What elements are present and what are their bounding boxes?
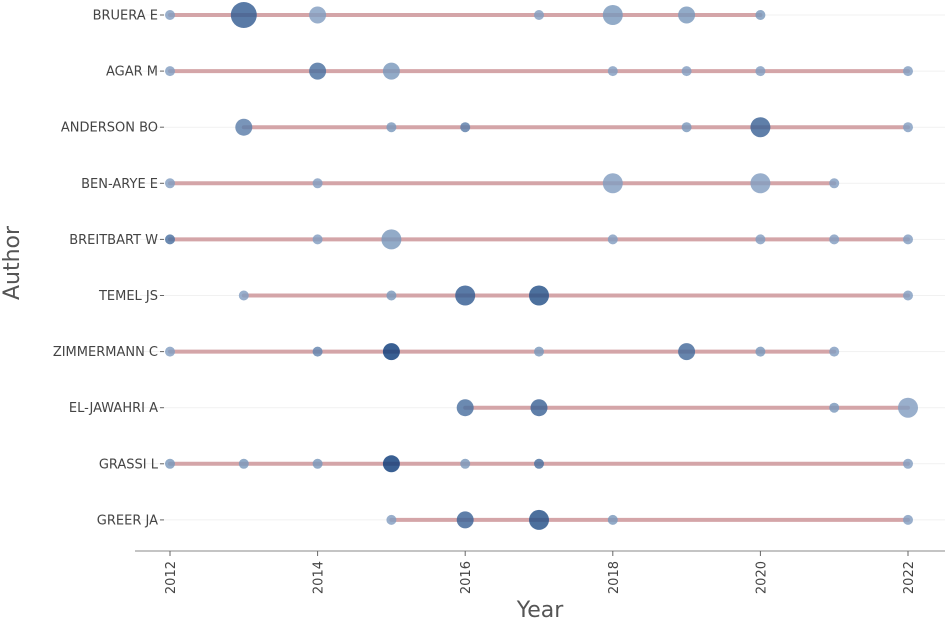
publication-point: [678, 343, 696, 361]
publication-point: [165, 10, 175, 20]
publication-point: [534, 346, 544, 357]
publication-point: [602, 5, 623, 25]
publication-point: [903, 458, 913, 469]
publication-point: [309, 6, 327, 24]
y-tick-label: BRUERA E: [93, 9, 158, 24]
publication-point: [455, 285, 476, 306]
publication-point: [312, 458, 323, 469]
publication-point: [165, 458, 175, 469]
publication-point: [460, 458, 471, 469]
publication-points: [165, 2, 918, 530]
y-tick-label: BEN-ARYE E: [81, 177, 158, 192]
publication-point: [755, 234, 766, 245]
y-axis: BRUERA E AGAR M ANDERSON BO BEN-ARYE E BREIT…: [53, 9, 164, 528]
publication-point: [750, 117, 771, 138]
publication-point: [386, 290, 397, 301]
publication-point: [386, 122, 397, 133]
publication-point: [238, 458, 249, 469]
publication-point: [903, 66, 913, 77]
y-tick-label: AGAR M: [106, 65, 158, 80]
publication-point: [382, 62, 400, 80]
publication-point: [829, 346, 840, 357]
publication-point: [386, 514, 397, 525]
publication-point: [381, 229, 402, 250]
publication-point: [165, 346, 175, 357]
x-axis-title: Year: [516, 598, 565, 623]
publication-point: [460, 122, 471, 133]
publication-point: [829, 234, 840, 245]
publication-point: [755, 346, 766, 357]
publication-point: [829, 178, 840, 189]
publication-point: [530, 399, 548, 417]
publication-point: [165, 178, 175, 189]
x-tick-label: 2016: [459, 561, 474, 594]
y-tick-label: TEMEL JS: [98, 289, 158, 304]
x-tick-label: 2012: [164, 561, 179, 594]
publication-point: [602, 173, 623, 194]
author-range-lines: [168, 13, 910, 522]
publication-point: [235, 118, 253, 136]
gridlines: [140, 14, 945, 521]
x-tick-label: 2020: [754, 561, 769, 594]
publication-point: [456, 511, 474, 529]
y-axis-title: Author: [0, 225, 25, 300]
publication-point: [903, 290, 913, 301]
publication-point: [456, 399, 474, 417]
publication-point: [607, 234, 618, 245]
publication-point: [829, 402, 840, 413]
y-tick-label: ZIMMERMANN C: [53, 345, 158, 360]
publication-point: [534, 10, 544, 20]
publication-point: [903, 514, 913, 525]
publication-point: [750, 173, 771, 194]
publication-point: [312, 178, 323, 189]
publication-point: [607, 66, 618, 77]
publication-point: [382, 455, 400, 473]
publication-point: [230, 2, 257, 28]
publication-point: [312, 346, 323, 357]
publication-point: [681, 122, 692, 133]
publication-point: [534, 458, 544, 469]
publication-point: [898, 397, 918, 418]
publication-point: [165, 234, 175, 245]
publication-point: [755, 66, 766, 77]
x-axis: 2012 2014 2016 2018 2020 2022: [135, 550, 945, 594]
y-tick-label: EL-JAWAHRI A: [69, 401, 158, 416]
publication-point: [238, 290, 249, 301]
publication-point: [903, 122, 913, 133]
publication-point: [382, 343, 400, 361]
y-tick-label: GRASSI L: [99, 457, 159, 472]
x-tick-label: 2022: [902, 561, 917, 594]
publication-point: [165, 66, 175, 77]
x-tick-label: 2018: [607, 561, 622, 594]
publication-point: [529, 285, 549, 306]
y-tick-label: GREER JA: [97, 513, 158, 528]
publication-point: [903, 234, 913, 245]
publication-point: [309, 62, 327, 80]
y-tick-label: BREITBART W: [69, 233, 158, 248]
publication-point: [312, 234, 323, 245]
publication-point: [607, 514, 618, 525]
y-tick-label: ANDERSON BO: [61, 121, 158, 136]
publication-point: [681, 66, 692, 77]
publication-point: [755, 10, 766, 20]
publication-point: [678, 6, 696, 24]
x-tick-label: 2014: [312, 561, 327, 594]
publication-point: [529, 509, 549, 530]
